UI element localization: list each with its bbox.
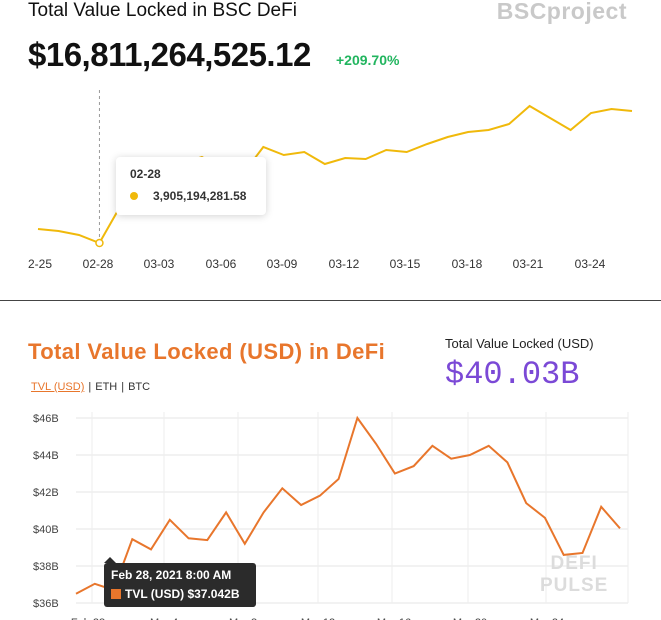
- tab-separator: |: [88, 381, 92, 393]
- x-tick-label: 03-24: [575, 257, 606, 271]
- x-tick-label: 03-18: [452, 257, 483, 271]
- defi-tvl-panel: Total Value Locked (USD) in DeFi TVL (US…: [0, 301, 661, 620]
- x-tick-label: Mar 12: [301, 617, 335, 620]
- bsc-tvl-panel: Total Value Locked in BSC DeFi BSCprojec…: [0, 0, 661, 300]
- x-tick-label: Mar 20: [453, 617, 487, 620]
- x-tick-label: 03-09: [267, 257, 298, 271]
- tab-tvl-usd[interactable]: TVL (USD): [31, 381, 85, 393]
- x-tick-label: Mar 4: [150, 617, 178, 620]
- x-tick-label: 03-12: [329, 257, 360, 271]
- bsc-tvl-line-chart[interactable]: 2-25 02-28 03-03 03-06 03-09 03-12 03-15 03-18 0…: [0, 0, 661, 300]
- series-swatch-icon: [111, 589, 121, 599]
- y-tick-label: $40B: [33, 524, 59, 536]
- series-line-tvl-usd: [75, 415, 621, 595]
- defi-tooltip: Feb 28, 2021 8:00 AM TVL (USD) $37.042B: [104, 563, 256, 607]
- bscproject-logo: BSCproject: [496, 0, 627, 24]
- y-tick-label: $46B: [33, 413, 59, 425]
- highlighted-point: [95, 238, 104, 248]
- x-tick-label: 2-25: [28, 257, 52, 271]
- x-tick-label: 03-03: [144, 257, 175, 271]
- tooltip-arrow: [104, 557, 116, 563]
- x-tick-label: 03-15: [390, 257, 421, 271]
- x-tick-label: Mar 16: [377, 617, 411, 620]
- y-tick-label: $36B: [33, 598, 59, 610]
- x-tick-label: 02-28: [83, 257, 114, 271]
- currency-tabs: TVL (USD) | ETH | BTC: [31, 381, 150, 393]
- y-tick-label: $42B: [33, 487, 59, 499]
- y-tick-label: $38B: [33, 561, 59, 573]
- y-tick-label: $44B: [33, 450, 59, 462]
- watermark-line-2: PULSE: [540, 575, 609, 596]
- bsc-tvl-value: $16,811,264,525.12: [28, 36, 311, 73]
- x-tick-label: 03-06: [206, 257, 237, 271]
- bsc-tooltip: 02-28 3,905,194,281.58: [116, 157, 266, 215]
- tab-btc[interactable]: BTC: [128, 381, 151, 393]
- defi-tvl-line-chart[interactable]: $36B $38B $40B $42B $44B $46B Feb 28 Mar 4 Mar …: [0, 301, 661, 620]
- defi-tvl-value: $40.03B: [445, 356, 580, 393]
- tab-eth[interactable]: ETH: [95, 381, 118, 393]
- tooltip-value: TVL (USD) $37.042B: [125, 587, 240, 601]
- defi-pulse-watermark: DEFI PULSE: [540, 553, 608, 597]
- tooltip-date: 02-28: [130, 167, 161, 181]
- watermark-line-1: DEFI: [550, 553, 598, 574]
- panel-divider: [0, 300, 661, 301]
- series-dot-icon: [130, 192, 138, 200]
- tooltip-value: 3,905,194,281.58: [153, 189, 247, 203]
- bsc-tvl-change: +209.70%: [336, 52, 400, 68]
- x-tick-label: Mar 24: [530, 617, 564, 620]
- defi-tvl-label: Total Value Locked (USD): [445, 336, 594, 351]
- bsc-chart-title: Total Value Locked in BSC DeFi: [28, 0, 297, 21]
- tab-separator: |: [121, 381, 125, 393]
- defi-chart-title: Total Value Locked (USD) in DeFi: [28, 339, 386, 364]
- x-tick-label: Feb 28: [71, 617, 105, 620]
- x-tick-label: Mar 8: [229, 617, 257, 620]
- x-tick-label: 03-21: [513, 257, 544, 271]
- tooltip-date: Feb 28, 2021 8:00 AM: [111, 568, 232, 582]
